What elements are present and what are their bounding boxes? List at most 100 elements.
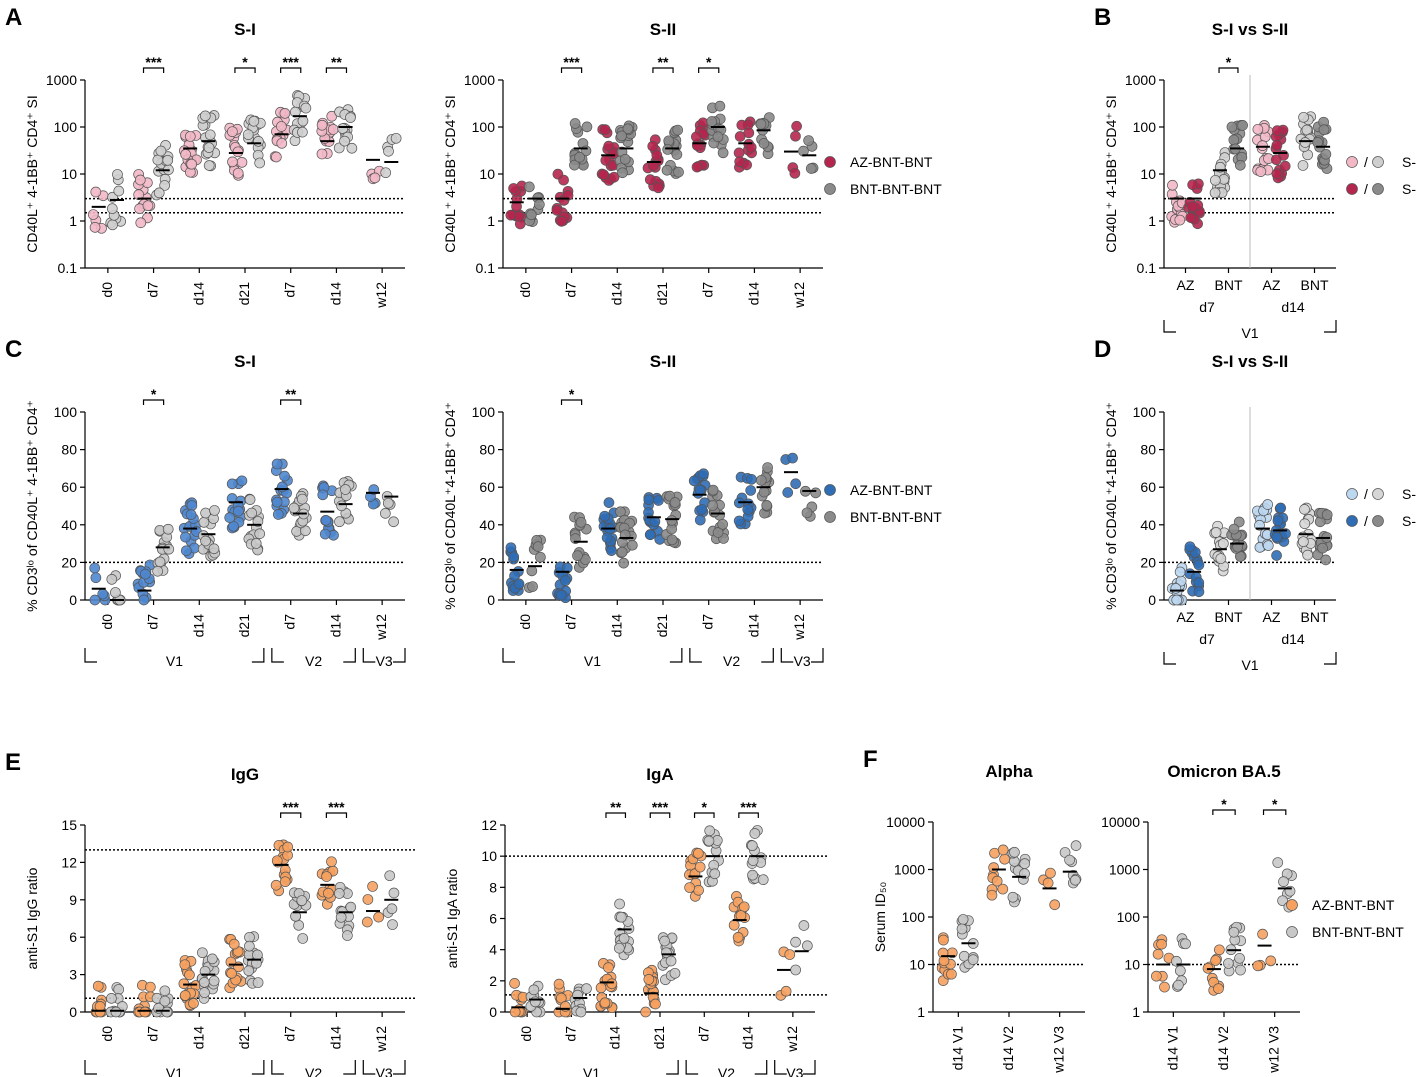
data-point <box>252 949 263 961</box>
y-tick-label: 10 <box>1140 166 1156 182</box>
data-point <box>1187 179 1198 191</box>
data-point <box>666 534 678 546</box>
data-point <box>526 565 538 577</box>
group-label: d14 <box>1281 631 1305 647</box>
significance-bracket <box>649 812 671 818</box>
bracket-right <box>343 1060 356 1075</box>
x-tick-label: d14 <box>745 282 761 306</box>
bracket-left <box>271 1060 284 1075</box>
data-point <box>692 140 703 151</box>
x-tick-label: d7 <box>562 1026 578 1042</box>
panel-C-S-II: S-II 0 20 40 60 80 100 % CD3ˡᵒ of CD40L⁺4-1BB⁺ … <box>442 352 823 641</box>
data-point <box>244 940 255 952</box>
data-point <box>696 504 708 515</box>
significance-label: * <box>1226 54 1232 70</box>
data-point <box>1297 160 1309 171</box>
y-tick-label: 1000 <box>1125 72 1156 88</box>
legend-marker <box>824 484 836 496</box>
data-point <box>208 543 220 555</box>
data-point <box>208 975 220 987</box>
data-point <box>1233 516 1245 528</box>
data-point <box>505 209 517 221</box>
significance-label: * <box>702 799 708 815</box>
y-axis-label: anti-S1 IgG ratio <box>24 867 40 969</box>
data-point <box>228 938 240 950</box>
data-point <box>1252 123 1264 135</box>
data-point <box>694 861 706 873</box>
data-point <box>293 919 305 931</box>
data-point <box>209 505 220 516</box>
data-point <box>336 500 347 512</box>
data-point <box>1234 952 1245 964</box>
data-point <box>509 1006 521 1018</box>
bracket-right <box>669 648 683 663</box>
data-point <box>253 136 264 147</box>
data-point <box>742 504 754 515</box>
significance-label: ** <box>331 54 342 70</box>
data-point <box>525 209 537 221</box>
data-point <box>233 505 244 517</box>
panel-A-S-II: S-II 0.1 1 10 100 1000 CD40L⁺ 4-1BB⁺ CD4⁺ SI d0… <box>442 20 823 309</box>
data-point <box>574 151 585 163</box>
y-tick-label: 0 <box>489 1004 497 1020</box>
panel-C-S-I: S-I C 0 20 40 60 80 100 % CD3ˡᵒ of CD40L⁺ 4-1BB⁺… <box>5 336 405 641</box>
data-point <box>614 942 625 954</box>
y-axis-label: CD40L⁺ 4-1BB⁺ CD4⁺ SI <box>24 95 40 253</box>
legend-marker <box>1372 183 1384 195</box>
data-point <box>529 996 541 1008</box>
data-point <box>340 484 351 495</box>
data-point <box>527 581 538 592</box>
data-point <box>508 551 520 563</box>
panel-D: S-I vs S-II D 0 20 40 60 80 100 % CD3ˡᵒ of CD40L… <box>1094 336 1336 625</box>
data-point <box>198 517 210 528</box>
x-tick-label: w12 V3 <box>1266 1026 1282 1074</box>
x-tick-label: d14 <box>607 1026 623 1050</box>
x-tick-label: d7 <box>145 1026 161 1042</box>
data-point <box>1193 577 1205 588</box>
phase-label: V2 <box>305 1065 322 1077</box>
data-point <box>1152 948 1164 960</box>
bracket-right <box>754 1060 768 1075</box>
data-point <box>1279 160 1291 172</box>
data-point <box>254 528 266 540</box>
phase-label: V1 <box>166 653 183 669</box>
y-axis-label: CD40L⁺ 4-1BB⁺ CD4⁺ SI <box>442 95 458 253</box>
x-tick-label: d21 <box>654 614 670 638</box>
data-point <box>1226 121 1238 133</box>
data-point <box>226 478 238 490</box>
x-tick-label: d7 <box>145 282 161 298</box>
data-point <box>200 535 211 547</box>
x-tick-label: w12 <box>373 282 389 309</box>
data-point <box>761 500 773 511</box>
data-point <box>1223 958 1234 969</box>
y-axis-label: CD40L⁺ 4-1BB⁺ CD4⁺ SI <box>1103 95 1119 253</box>
data-point <box>662 144 674 155</box>
significance-bracket <box>1212 809 1236 815</box>
data-point <box>608 171 620 183</box>
data-point <box>1180 938 1191 950</box>
y-axis-label: % CD3ˡᵒ of CD40L⁺4-1BB⁺ CD4⁺ <box>442 402 458 610</box>
significance-bracket <box>280 812 302 818</box>
y-tick-label: 12 <box>61 854 77 870</box>
bracket-left <box>362 648 376 663</box>
y-tick-label: 2 <box>489 973 497 989</box>
split-brackets: d7 d14 V1 <box>1163 631 1337 673</box>
bracket-left <box>780 648 794 663</box>
split-brackets: d7 d14 V1 <box>1163 299 1337 341</box>
data-point <box>290 910 301 922</box>
data-point <box>643 974 655 985</box>
data-point <box>1275 502 1287 514</box>
panel-label: F <box>863 746 878 773</box>
y-tick-label: 10000 <box>1101 814 1140 830</box>
significance-bracket <box>652 67 674 73</box>
legend-marker <box>1346 156 1358 168</box>
x-tick-label: BNT <box>1215 609 1243 625</box>
data-point <box>133 189 145 200</box>
significance-bracket <box>605 812 627 818</box>
significance-label: *** <box>740 799 757 815</box>
data-point <box>1317 542 1328 554</box>
data-point <box>509 978 520 989</box>
data-point <box>1318 124 1330 136</box>
y-tick-label: 10 <box>909 957 925 973</box>
